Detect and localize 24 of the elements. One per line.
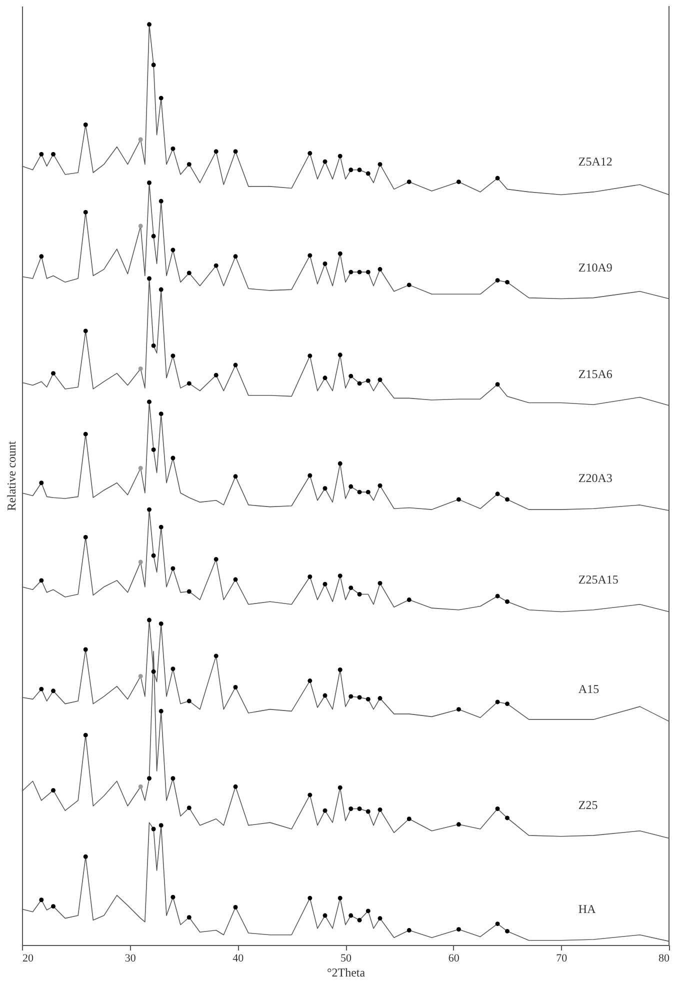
y-axis-title: Relative count bbox=[4, 440, 18, 511]
series-label: HA bbox=[578, 902, 596, 916]
x-tick-label: 80 bbox=[658, 952, 670, 964]
series-label: Z5A12 bbox=[578, 154, 612, 168]
series-label: Z25A15 bbox=[578, 572, 618, 586]
point bbox=[138, 560, 143, 564]
point bbox=[138, 674, 143, 678]
x-tick-label: 30 bbox=[124, 952, 136, 964]
series-label: Z20A3 bbox=[578, 471, 612, 486]
point bbox=[138, 137, 143, 142]
series-label: Z15A6 bbox=[578, 367, 612, 382]
point bbox=[138, 466, 143, 470]
point bbox=[138, 784, 143, 789]
series-label: Z25 bbox=[578, 798, 598, 812]
x-tick-label: 50 bbox=[340, 952, 352, 964]
x-axis-title: °2Theta bbox=[326, 966, 366, 980]
point bbox=[138, 224, 143, 228]
point bbox=[138, 366, 143, 371]
x-tick-label: 70 bbox=[556, 952, 568, 964]
series-label: Z10A9 bbox=[578, 260, 612, 274]
x-tick-label: 60 bbox=[448, 952, 460, 964]
x-tick-label: 40 bbox=[232, 952, 244, 964]
x-tick-label: 20 bbox=[22, 952, 34, 964]
series-label: A15 bbox=[578, 682, 600, 696]
